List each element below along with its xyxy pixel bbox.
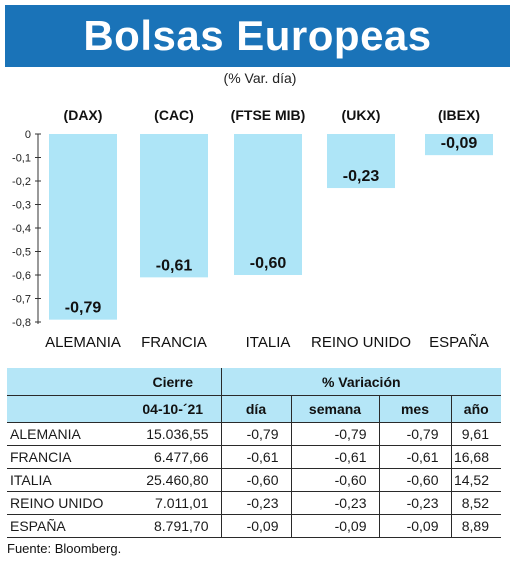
index-label: (DAX) (64, 107, 103, 123)
data-label: -0,23 (343, 168, 380, 185)
cell-semana: -0,79 (290, 422, 379, 446)
header-anio: año (450, 395, 501, 423)
chart-subtitle: (% Var. día) (223, 70, 297, 86)
header-dia: día (220, 395, 291, 423)
table-row: ITALIA 25.460,80 -0,60 -0,60 -0,60 14,52 (7, 468, 501, 492)
header-semana: semana (290, 395, 379, 423)
table-row: FRANCIA 6.477,66 -0,61 -0,61 -0,61 16,68 (7, 445, 501, 469)
cell-name: REINO UNIDO (7, 491, 125, 515)
cell-mes: -0,60 (378, 468, 451, 492)
cell-cierre: 25.460,80 (125, 468, 221, 492)
header-blank (7, 368, 125, 396)
cell-mes: -0,09 (378, 514, 451, 538)
cell-name: ESPAÑA (7, 514, 125, 538)
cell-dia: -0,09 (220, 514, 291, 538)
category-label: ALEMANIA (45, 334, 121, 351)
cell-dia: -0,60 (220, 468, 291, 492)
y-tick-label: -0,2 (12, 176, 31, 188)
cell-cierre: 7.011,01 (125, 491, 221, 515)
header-mes: mes (378, 395, 451, 423)
category-label: FRANCIA (141, 334, 207, 351)
cell-mes: -0,79 (378, 422, 451, 446)
y-tick-label: -0,1 (12, 153, 31, 165)
cell-mes: -0,61 (378, 445, 451, 469)
header-blank-2 (7, 395, 125, 423)
cell-anio: 16,68 (450, 445, 501, 469)
index-label: (IBEX) (438, 107, 480, 123)
bar (140, 134, 208, 278)
cell-semana: -0,60 (290, 468, 379, 492)
category-label: ESPAÑA (429, 334, 489, 351)
y-tick-label: -0,8 (12, 317, 31, 329)
category-label: ITALIA (246, 334, 291, 351)
bar (327, 134, 395, 189)
y-tick-label: -0,3 (12, 200, 31, 212)
cell-anio: 8,52 (450, 491, 501, 515)
cell-semana: -0,61 (290, 445, 379, 469)
cell-semana: -0,23 (290, 491, 379, 515)
index-label: (FTSE MIB) (231, 107, 306, 123)
cell-cierre: 6.477,66 (125, 445, 221, 469)
data-label: -0,61 (156, 257, 193, 274)
cell-anio: 8,89 (450, 514, 501, 538)
cell-mes: -0,23 (378, 491, 451, 515)
bar (234, 134, 302, 275)
category-label: REINO UNIDO (311, 334, 411, 351)
cell-anio: 9,61 (450, 422, 501, 446)
header-cierre: Cierre (125, 368, 221, 396)
bar-chart: 0 -0,1 -0,2 -0,3 -0,4 -0,5 -0,6 -0,7 -0,8 -0,79 (D… (12, 107, 493, 351)
data-label: -0,09 (441, 135, 478, 152)
y-tick-label: -0,4 (12, 223, 31, 235)
cell-cierre: 8.791,70 (125, 514, 221, 538)
cell-semana: -0,09 (290, 514, 379, 538)
header-variacion: % Variación (220, 368, 501, 396)
y-tick-label: -0,6 (12, 270, 31, 282)
data-label: -0,79 (65, 300, 102, 317)
bar (425, 134, 493, 156)
chart-title: Bolsas Europeas (83, 12, 432, 59)
market-table: Cierre % Variación 04-10-´21 día semana … (7, 368, 501, 538)
index-label: (UKX) (342, 107, 381, 123)
index-label: (CAC) (154, 107, 194, 123)
data-label: -0,60 (250, 255, 287, 272)
cell-name: FRANCIA (7, 445, 125, 469)
y-tick-label: -0,7 (12, 294, 31, 306)
cell-dia: -0,61 (220, 445, 291, 469)
table-row: ESPAÑA 8.791,70 -0,09 -0,09 -0,09 8,89 (7, 514, 501, 538)
cell-dia: -0,23 (220, 491, 291, 515)
y-tick-label: -0,5 (12, 247, 31, 259)
source-note: Fuente: Bloomberg. (7, 541, 122, 556)
cell-name: ALEMANIA (7, 422, 125, 446)
cell-anio: 14,52 (450, 468, 501, 492)
table-row: ALEMANIA 15.036,55 -0,79 -0,79 -0,79 9,61 (7, 422, 501, 446)
cell-cierre: 15.036,55 (125, 422, 221, 446)
cell-name: ITALIA (7, 468, 125, 492)
cell-dia: -0,79 (220, 422, 291, 446)
bar (49, 134, 117, 320)
title-banner: Bolsas Europeas (5, 5, 510, 67)
table-row: REINO UNIDO 7.011,01 -0,23 -0,23 -0,23 8,52 (7, 491, 501, 515)
header-date: 04-10-´21 (125, 395, 221, 423)
y-tick-label: 0 (25, 129, 31, 141)
